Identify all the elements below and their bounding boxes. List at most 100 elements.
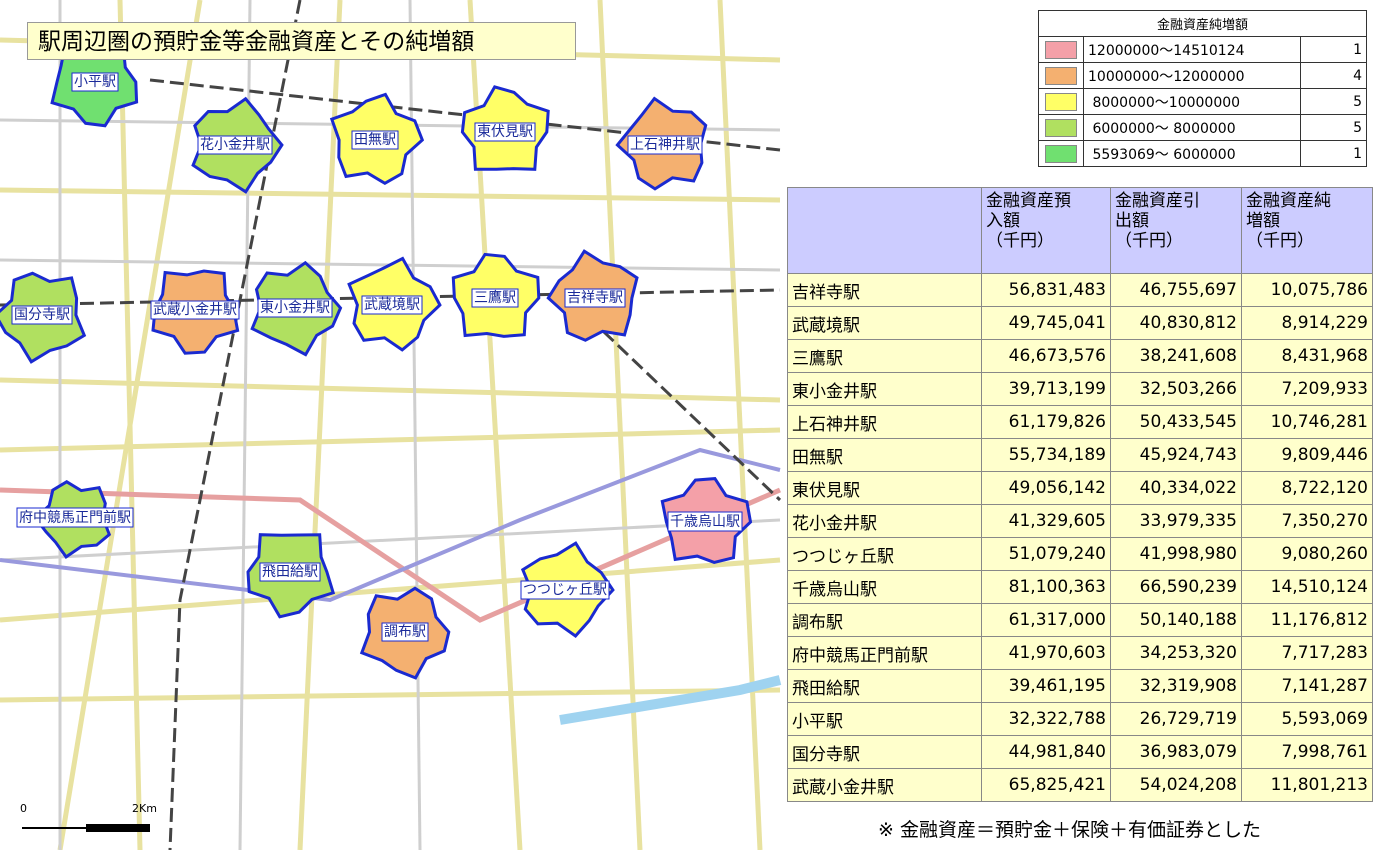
number-cell: 33,979,335: [1110, 504, 1242, 538]
number-cell: 49,745,041: [981, 306, 1111, 340]
station-label: 花小金井駅: [200, 137, 270, 153]
scale-end: 2Km: [132, 802, 157, 815]
table-row: 東小金井駅 39,713,199 32,503,266 7,209,933: [787, 372, 1373, 406]
header-row: 金融資産預 入額 （千円） 金融資産引 出額 （千円） 金融資産純 増額 （千円）: [787, 187, 1373, 274]
station-label: 田無駅: [354, 132, 396, 148]
number-cell: 50,140,188: [1110, 603, 1242, 637]
station-cell: 東小金井駅: [787, 372, 982, 406]
legend-count: 5: [1300, 114, 1367, 141]
number-cell: 54,024,208: [1110, 768, 1242, 802]
number-cell: 41,970,603: [981, 636, 1111, 670]
station-cell: 飛田給駅: [787, 669, 982, 703]
station-label: 調布駅: [384, 624, 426, 640]
number-cell: 8,431,968: [1241, 339, 1373, 373]
station-label: つつじヶ丘駅: [523, 582, 607, 598]
header-text: （千円）: [986, 231, 1054, 251]
legend-label: 6000000～ 8000000: [1083, 114, 1301, 141]
number-cell: 11,176,812: [1241, 603, 1373, 637]
footnote: ※ 金融資産＝預貯金＋保険＋有価証券とした: [878, 819, 1261, 841]
number-cell: 56,831,483: [981, 273, 1111, 307]
station-cell: 小平駅: [787, 702, 982, 736]
number-cell: 32,503,266: [1110, 372, 1242, 406]
station-label: 東小金井駅: [260, 300, 330, 316]
river: [559, 675, 782, 725]
table-row: 上石神井駅 61,179,826 50,433,545 10,746,281: [787, 405, 1373, 439]
station-label-bg: [150, 300, 240, 320]
station-label-bg: [11, 305, 73, 325]
number-cell: 34,253,320: [1110, 636, 1242, 670]
table-row: 武蔵小金井駅 65,825,421 54,024,208 11,801,213: [787, 768, 1373, 802]
number-cell: 7,717,283: [1241, 636, 1373, 670]
legend-label: 12000000～14510124: [1083, 36, 1301, 63]
legend-swatch-cell: [1038, 88, 1084, 115]
number-cell: 39,713,199: [981, 372, 1111, 406]
station-cell: 上石神井駅: [787, 405, 982, 439]
table-row: 調布駅 61,317,000 50,140,188 11,176,812: [787, 603, 1373, 637]
legend-count: 1: [1300, 36, 1367, 63]
legend-swatch: [1045, 66, 1077, 85]
header-text: 金融資産引: [1115, 191, 1200, 211]
legend-swatch-cell: [1038, 140, 1084, 167]
number-cell: 81,100,363: [981, 570, 1111, 604]
station-label-bg: [474, 122, 536, 142]
station-label-bg: [667, 511, 743, 532]
roads: [0, 0, 781, 850]
station-label-bg: [351, 130, 399, 150]
station-label-bg: [564, 288, 626, 308]
number-cell: 61,317,000: [981, 603, 1111, 637]
number-cell: 55,734,189: [981, 438, 1111, 472]
table-row: 府中競馬正門前駅 41,970,603 34,253,320 7,717,283: [787, 636, 1373, 670]
station-cell: 吉祥寺駅: [787, 273, 982, 307]
number-cell: 41,329,605: [981, 504, 1111, 538]
number-cell: 7,998,761: [1241, 735, 1373, 769]
legend-row: 5593069～ 6000000 1: [1038, 140, 1367, 167]
table-row: 東伏見駅 49,056,142 40,334,022 8,722,120: [787, 471, 1373, 505]
number-cell: 36,983,079: [1110, 735, 1242, 769]
legend-count: 4: [1300, 62, 1367, 89]
scale-bar-fill: [86, 824, 150, 832]
scale-start: 0: [20, 802, 27, 815]
station-label: 東伏見駅: [477, 124, 533, 140]
legend-label: 8000000～10000000: [1083, 88, 1301, 115]
table-row: 小平駅 32,322,788 26,729,719 5,593,069: [787, 702, 1373, 736]
legend-swatch-cell: [1038, 36, 1084, 63]
number-cell: 32,322,788: [981, 702, 1111, 736]
number-cell: 9,809,446: [1241, 438, 1373, 472]
number-cell: 7,209,933: [1241, 372, 1373, 406]
station-label-bg: [381, 622, 429, 642]
station-label-bg: [16, 507, 134, 528]
legend-swatch-cell: [1038, 62, 1084, 89]
station-label-bg: [197, 135, 273, 155]
number-cell: 66,590,239: [1110, 570, 1242, 604]
number-cell: 46,673,576: [981, 339, 1111, 373]
number-cell: 7,350,270: [1241, 504, 1373, 538]
legend: 金融資産純増額 12000000～14510124 1 10000000～120000…: [1038, 10, 1367, 167]
legend-swatch: [1045, 92, 1077, 111]
number-cell: 46,755,697: [1110, 273, 1242, 307]
station-cell: 国分寺駅: [787, 735, 982, 769]
legend-count: 1: [1300, 140, 1367, 167]
number-cell: 26,729,719: [1110, 702, 1242, 736]
header-text: 出額: [1115, 211, 1149, 231]
station-cell: 千歳烏山駅: [787, 570, 982, 604]
number-cell: 9,080,260: [1241, 537, 1373, 571]
station-label-bg: [257, 298, 333, 318]
legend-row: 10000000～12000000 4: [1038, 62, 1367, 89]
legend-row: 6000000～ 8000000 5: [1038, 114, 1367, 141]
station-cell: 三鷹駅: [787, 339, 982, 373]
station-cell: 東伏見駅: [787, 471, 982, 505]
header-cell: 金融資産純 増額 （千円）: [1241, 187, 1373, 274]
legend-swatch-cell: [1038, 114, 1084, 141]
table-row: 花小金井駅 41,329,605 33,979,335 7,350,270: [787, 504, 1373, 538]
number-cell: 40,334,022: [1110, 471, 1242, 505]
table-row: 国分寺駅 44,981,840 36,983,079 7,998,761: [787, 735, 1373, 769]
station-cell: 武蔵境駅: [787, 306, 982, 340]
number-cell: 49,056,142: [981, 471, 1111, 505]
header-cell: 金融資産引 出額 （千円）: [1110, 187, 1242, 274]
station-cell: 花小金井駅: [787, 504, 982, 538]
legend-row: 8000000～10000000 5: [1038, 88, 1367, 115]
legend-label: 5593069～ 6000000: [1083, 140, 1301, 167]
station-label: 国分寺駅: [14, 307, 70, 323]
